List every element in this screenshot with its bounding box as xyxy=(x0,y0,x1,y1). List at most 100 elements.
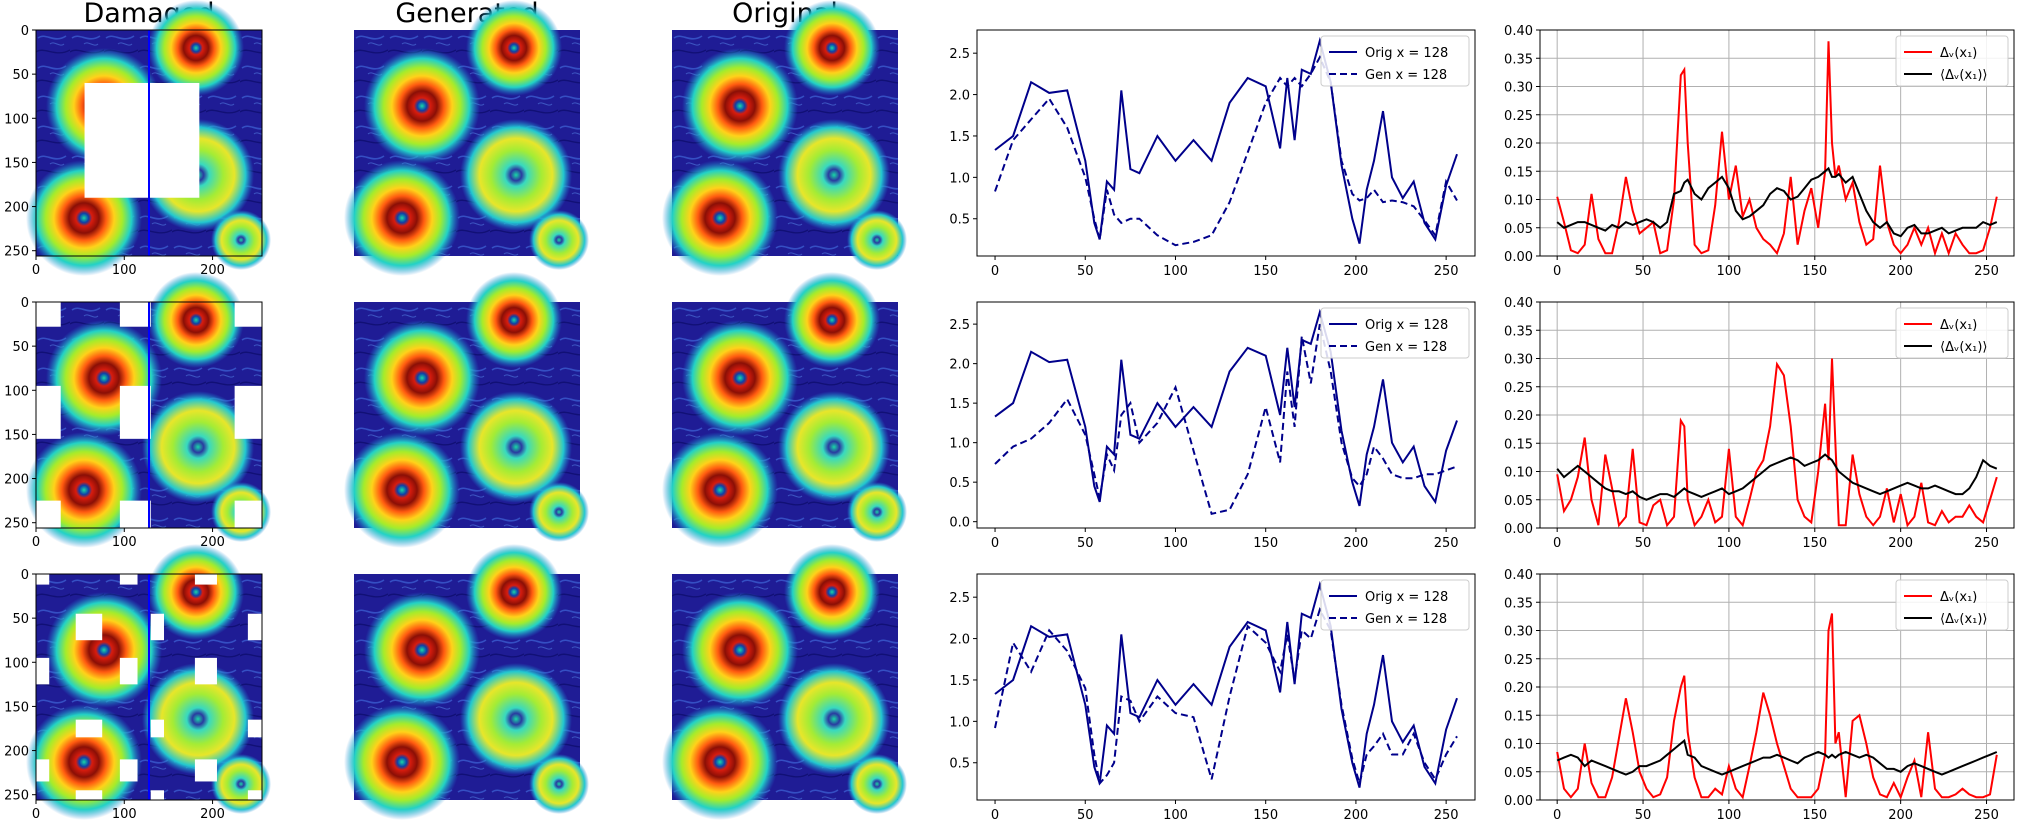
xtick-label: 50 xyxy=(1635,808,1652,823)
mask-region xyxy=(36,657,50,685)
xtick-label: 0 xyxy=(1553,536,1561,551)
xtick-label: 150 xyxy=(1253,536,1278,551)
series-line xyxy=(994,308,1458,507)
xtick-label: 100 xyxy=(112,535,137,550)
xtick-label: 0 xyxy=(32,807,40,822)
image-frame xyxy=(35,573,263,801)
xtick-label: 50 xyxy=(1077,536,1094,551)
mask-region xyxy=(247,790,262,800)
mask-region xyxy=(194,574,217,585)
mask-region xyxy=(119,759,138,782)
generated-image xyxy=(344,272,589,548)
legend-box xyxy=(1320,307,1470,359)
xtick-label: 0 xyxy=(32,535,40,550)
ytick-label: 0.20 xyxy=(1504,681,1533,696)
ytick-label: 250 xyxy=(4,789,29,804)
series-line xyxy=(1556,613,1998,800)
vortex-field xyxy=(344,544,589,820)
legend-box xyxy=(1320,35,1470,87)
ytick-label: 0.5 xyxy=(949,476,970,491)
mask-region xyxy=(119,657,138,685)
ytick-label: 0.0 xyxy=(949,516,970,531)
ytick-label: 0.25 xyxy=(1504,109,1533,124)
legend-label: Orig x = 128 xyxy=(1365,590,1448,605)
plot-frame xyxy=(976,573,1476,801)
xtick-label: 200 xyxy=(1888,264,1913,279)
ytick-label: 200 xyxy=(4,745,29,760)
ytick-label: 0.05 xyxy=(1504,222,1533,237)
ytick-label: 0.00 xyxy=(1504,250,1533,265)
ytick-label: 200 xyxy=(4,473,29,488)
xtick-label: 100 xyxy=(112,807,137,822)
mask-region xyxy=(36,500,61,528)
series-line xyxy=(994,323,1458,515)
mask-region xyxy=(36,385,61,439)
legend-label: Gen x = 128 xyxy=(1365,612,1447,627)
mask-region xyxy=(36,574,50,585)
ytick-label: 50 xyxy=(12,68,29,83)
series-line xyxy=(1556,166,1998,238)
xtick-label: 250 xyxy=(1434,808,1459,823)
xtick-label: 250 xyxy=(1434,264,1459,279)
plot-frame xyxy=(976,301,1476,529)
mask-region xyxy=(84,82,200,198)
mask-region xyxy=(75,719,103,738)
mask-region xyxy=(247,613,262,641)
xtick-label: 100 xyxy=(1163,536,1188,551)
legend-label: Δᵥ(x₁) xyxy=(1940,590,1977,605)
mask-region xyxy=(234,385,262,439)
mask-region xyxy=(234,500,262,528)
legend-label: Δᵥ(x₁) xyxy=(1940,46,1977,61)
mask-region xyxy=(150,613,165,641)
ytick-label: 0 xyxy=(21,296,29,311)
series-line xyxy=(994,36,1458,244)
ytick-label: 0.15 xyxy=(1504,437,1533,452)
line-chart: 0 50 100 150 200 250 0.00 0.05 0.10 0.15 0.20 0.25 0… xyxy=(1504,24,2015,279)
mask-region xyxy=(36,759,50,782)
xtick-label: 50 xyxy=(1635,536,1652,551)
line-chart: 0 50 100 150 200 250 0.00 0.05 0.10 0.15 0.20 0.25 0… xyxy=(1504,568,2015,823)
ytick-label: 0.40 xyxy=(1504,296,1533,311)
original-image xyxy=(662,272,907,548)
xtick-label: 250 xyxy=(1974,536,1999,551)
original-image xyxy=(662,0,907,276)
mask-region xyxy=(150,719,165,738)
ytick-label: 0.00 xyxy=(1504,794,1533,809)
ytick-label: 50 xyxy=(12,340,29,355)
image-frame xyxy=(35,29,263,257)
ytick-label: 150 xyxy=(4,700,29,715)
ytick-label: 2.0 xyxy=(949,358,970,373)
mask-region xyxy=(119,500,151,528)
ytick-label: 250 xyxy=(4,517,29,532)
plot-frame xyxy=(976,29,1476,257)
xtick-label: 100 xyxy=(1716,808,1741,823)
xtick-label: 50 xyxy=(1077,264,1094,279)
ytick-label: 0.10 xyxy=(1504,738,1533,753)
ytick-label: 1.5 xyxy=(949,397,970,412)
original-image xyxy=(662,544,907,820)
ytick-label: 0.00 xyxy=(1504,522,1533,537)
ytick-label: 0.30 xyxy=(1504,353,1533,368)
mask-region xyxy=(75,613,103,641)
legend-box xyxy=(1320,579,1470,631)
mask-region xyxy=(150,790,165,800)
ytick-label: 2.5 xyxy=(949,47,970,62)
ytick-label: 2.5 xyxy=(949,318,970,333)
ytick-label: 150 xyxy=(4,428,29,443)
legend-label: ⟨Δᵥ(x₁)⟩ xyxy=(1940,612,1988,627)
ytick-label: 250 xyxy=(4,245,29,260)
xtick-label: 150 xyxy=(1802,808,1827,823)
legend-label: ⟨Δᵥ(x₁)⟩ xyxy=(1940,68,1988,83)
xtick-label: 50 xyxy=(1635,264,1652,279)
xtick-label: 0 xyxy=(32,263,40,278)
xtick-label: 150 xyxy=(1802,536,1827,551)
xtick-label: 0 xyxy=(991,536,999,551)
ytick-label: 0.40 xyxy=(1504,24,1533,39)
series-line xyxy=(994,55,1458,247)
xtick-label: 0 xyxy=(991,264,999,279)
vortex-field xyxy=(662,0,907,276)
xtick-label: 0 xyxy=(1553,264,1561,279)
ytick-label: 2.0 xyxy=(949,633,970,648)
vortex-field xyxy=(344,272,589,548)
